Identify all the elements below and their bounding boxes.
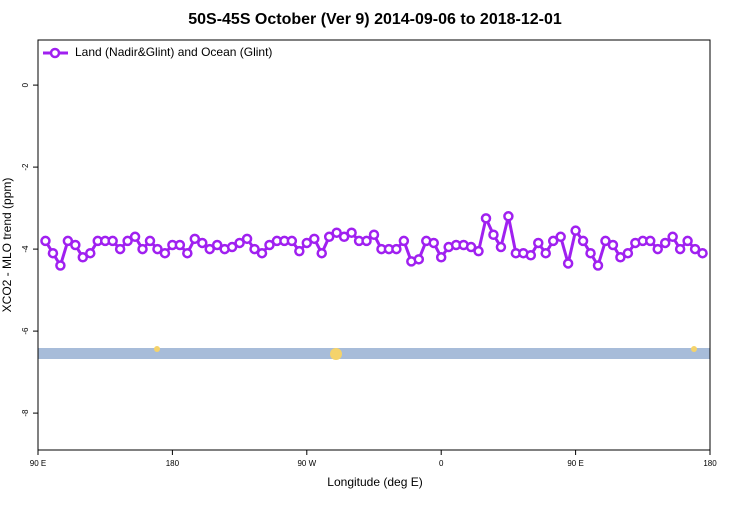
data-point	[197, 237, 208, 249]
data-point	[323, 231, 335, 243]
data-point	[585, 247, 596, 259]
data-point	[652, 243, 663, 255]
data-point	[47, 247, 59, 259]
y-tick-label: 0	[21, 82, 30, 87]
data-point	[682, 235, 693, 247]
data-point	[226, 241, 238, 253]
data-point	[40, 235, 51, 247]
data-point	[85, 247, 96, 259]
chart-title: 50S-45S October (Ver 9) 2014-09-06 to 20…	[188, 11, 562, 28]
data-point	[114, 243, 126, 255]
plot-frame	[37, 39, 711, 451]
data-point	[107, 235, 118, 247]
data-point	[398, 235, 410, 247]
data-point	[503, 211, 514, 222]
data-point	[301, 237, 313, 249]
data-point	[249, 243, 260, 255]
data-point	[77, 252, 89, 263]
data-point	[607, 239, 619, 251]
data-point	[256, 247, 268, 259]
data-point	[689, 243, 701, 255]
data-point	[555, 231, 566, 243]
data-point	[645, 235, 656, 247]
data-point	[316, 247, 327, 259]
data-point	[697, 247, 708, 259]
data-point	[211, 239, 223, 251]
data-point	[488, 229, 499, 240]
x-tick-label: 90 E	[567, 459, 583, 468]
data-point	[129, 231, 141, 243]
data-point	[174, 239, 186, 251]
legend-marker	[49, 47, 61, 59]
y-tick-label: -4	[21, 245, 30, 253]
data-point	[361, 235, 372, 247]
data-point	[659, 237, 671, 249]
data-point	[674, 243, 686, 255]
data-point	[413, 254, 425, 265]
data-point	[592, 260, 604, 271]
data-point	[480, 213, 492, 224]
x-tick-label: 90 E	[30, 459, 46, 468]
data-point	[570, 225, 581, 236]
y-tick-label: -2	[21, 163, 30, 171]
ocean-band	[38, 348, 710, 359]
data-point	[294, 245, 305, 257]
data-point	[189, 233, 201, 245]
legend-label: Land (Nadir&Glint) and Ocean (Glint)	[75, 45, 272, 59]
y-axis-label: XCO2 - MLO trend (ppm)	[0, 178, 14, 313]
data-point	[122, 235, 133, 247]
data-point	[428, 237, 439, 249]
data-point	[309, 233, 320, 245]
x-tick-label: 180	[703, 459, 717, 468]
x-tick-label: 180	[166, 459, 180, 468]
data-point	[62, 235, 74, 247]
land-marker	[330, 348, 342, 360]
data-point	[346, 227, 357, 238]
land-marker	[691, 346, 697, 352]
data-point	[600, 235, 611, 247]
data-point	[264, 239, 275, 251]
data-point	[615, 252, 626, 263]
data-point	[525, 250, 537, 261]
data-point	[435, 252, 447, 263]
data-point	[495, 241, 507, 253]
data-point	[338, 231, 350, 243]
data-point	[144, 235, 156, 247]
data-point	[473, 245, 484, 257]
data-point	[70, 239, 81, 251]
y-tick-label: -8	[21, 409, 30, 417]
data-point	[622, 247, 634, 259]
data-point	[368, 229, 380, 240]
x-tick-label: 90 W	[297, 459, 316, 468]
data-point	[577, 235, 589, 247]
data-point	[667, 231, 678, 243]
data-point	[547, 235, 559, 247]
data-point	[286, 235, 298, 247]
land-marker	[154, 346, 160, 352]
data-point	[540, 247, 551, 259]
data-point	[241, 233, 253, 245]
data-point	[159, 247, 171, 259]
x-tick-label: 0	[439, 459, 444, 468]
data-point	[204, 243, 215, 255]
data-point	[55, 260, 66, 271]
data-point	[137, 243, 148, 255]
x-axis-label: Longitude (deg E)	[327, 475, 422, 489]
y-tick-label: -6	[21, 327, 30, 335]
data-point	[533, 237, 544, 249]
data-point	[562, 258, 574, 269]
data-point	[391, 243, 402, 255]
data-point	[465, 241, 477, 253]
data-point	[234, 237, 245, 249]
data-point	[182, 247, 193, 259]
data-point	[152, 243, 163, 255]
data-point	[331, 227, 342, 238]
